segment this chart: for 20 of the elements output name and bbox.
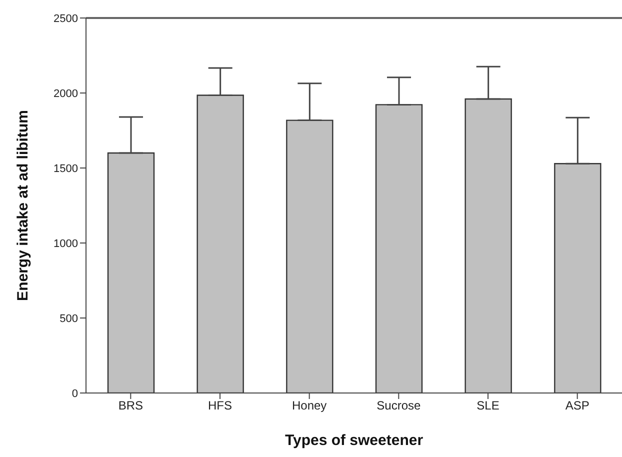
y-tick-label: 2500: [54, 12, 78, 25]
bar: [554, 163, 602, 393]
x-tick-label: Honey: [292, 398, 327, 413]
y-tick-label: 0: [72, 388, 78, 400]
y-tick-label: 1000: [54, 238, 78, 250]
y-tick-label: 1500: [54, 162, 78, 175]
x-tick-label: ASP: [565, 398, 590, 413]
y-tick-label: 500: [60, 312, 78, 325]
bar: [107, 152, 155, 393]
bar: [196, 94, 244, 393]
x-axis-title: Types of sweetener: [284, 432, 424, 449]
x-tick-label: HFS: [208, 398, 232, 413]
y-tick-label: 2000: [54, 88, 78, 100]
x-tick-label: SLE: [476, 398, 500, 413]
x-tick-label: BRS: [118, 398, 144, 413]
x-tick-label: Sucrose: [376, 398, 421, 413]
bar: [375, 104, 423, 393]
bar: [464, 98, 512, 393]
bar: [286, 120, 334, 393]
y-axis-title: Energy intake at ad libitum: [14, 110, 32, 301]
